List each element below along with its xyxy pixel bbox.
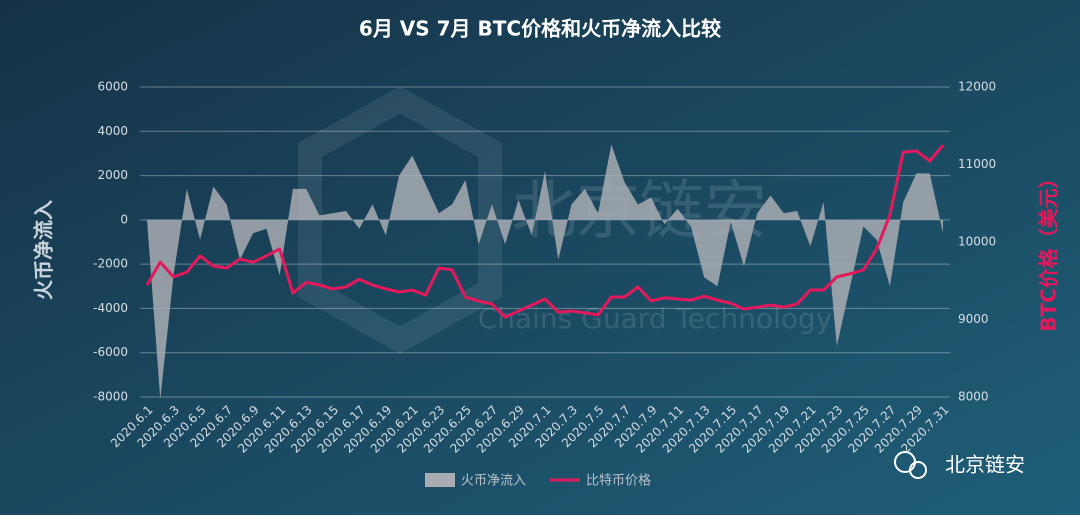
y2-axis-label: BTC价格（美元） [1037,168,1061,332]
y-axis-label: 火币净流入 [32,200,56,300]
wechat-icon [909,461,927,479]
y-tick-label: -4000 [93,301,128,315]
legend-label: 火币净流入 [461,474,526,489]
badge: 北京链安 [945,453,1025,477]
legend-label: 比特币价格 [586,473,651,489]
y-tick-label: -2000 [93,257,128,271]
y2-tick-label: 11000 [958,157,996,171]
y2-tick-label: 8000 [958,390,989,404]
y2-tick-label: 9000 [958,312,989,326]
legend-swatch [425,473,455,487]
y-tick-label: -8000 [93,390,128,404]
line [145,144,945,319]
y-tick-label: 0 [120,212,128,226]
y-tick-label: -6000 [93,345,128,359]
y2-tick-label: 12000 [958,80,996,94]
chart-title: 6月 VS 7月 BTC价格和火币净流入比较 [359,17,721,41]
watermark-sub: Chains Guard Technology [478,302,833,335]
watermark-logo [298,86,502,354]
y-tick-label: 2000 [97,168,128,182]
y-tick-label: 6000 [97,80,128,94]
y-tick-label: 4000 [97,124,128,138]
area [147,144,943,400]
y2-tick-label: 10000 [958,235,996,249]
